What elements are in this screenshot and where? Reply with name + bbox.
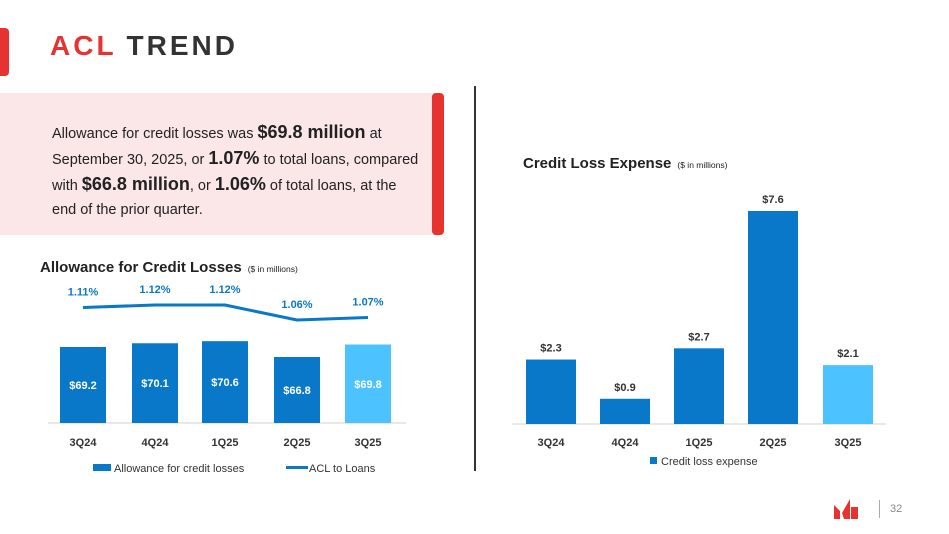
cle-legend-label: Credit loss expense: [661, 456, 758, 468]
summary-part-3: to total loans, compared with: [52, 152, 419, 194]
summary-box: [0, 93, 440, 235]
summary-text: Allowance for credit losses was $69.8 mi…: [52, 120, 422, 222]
acl-x-tick-2Q25: 2Q25: [284, 437, 311, 449]
title-accent-word: ACL: [50, 30, 117, 61]
acl-ratio-label-1Q25: 1.12%: [209, 284, 240, 296]
summary-value-2: 1.07%: [208, 148, 260, 168]
acl-bar-2Q25: [274, 357, 320, 423]
cle-bar-label-4Q24: $0.9: [614, 382, 635, 394]
cle-bar-1Q25: [674, 348, 724, 424]
acl-bar-3Q25: [345, 344, 391, 423]
title-accent-bar: [0, 28, 9, 76]
summary-part-2: at September 30, 2025, or: [52, 126, 382, 168]
cle-bar-label-2Q25: $7.6: [762, 194, 783, 206]
summary-part-4: , or: [189, 178, 215, 194]
acl-bar-label-4Q24: $70.1: [141, 378, 169, 390]
cle-bar-2Q25: [748, 211, 798, 424]
acl-bar-label-3Q25: $69.8: [354, 379, 382, 391]
cle-x-tick-3Q24: 3Q24: [538, 437, 566, 449]
slide-title: ACL TREND: [50, 30, 238, 62]
logo-separator: [879, 500, 880, 518]
title-main-word: TREND: [126, 30, 238, 61]
summary-part-1: Allowance for credit losses was: [52, 126, 258, 142]
cle-bar-4Q24: [600, 398, 650, 424]
acl-bar-1Q25: [202, 341, 248, 423]
acl-bar-label-1Q25: $70.6: [211, 377, 239, 389]
cle-bar-label-1Q25: $2.7: [688, 331, 709, 343]
cle-bar-label-3Q24: $2.3: [540, 343, 561, 355]
acl-x-tick-4Q24: 4Q24: [142, 437, 170, 449]
cle-bar-3Q25: [823, 365, 873, 424]
company-logo-icon: [834, 499, 858, 519]
acl-bar-label-2Q25: $66.8: [283, 385, 311, 397]
column-divider: [474, 86, 476, 471]
summary-value-4: 1.06%: [214, 174, 266, 194]
cle-chart-title: Credit Loss Expense ($ in millions): [523, 155, 727, 172]
cle-x-tick-2Q25: 2Q25: [760, 437, 787, 449]
acl-to-loans-line: [82, 303, 369, 322]
acl-bar-4Q24: [132, 343, 178, 423]
summary-accent-edge: [432, 93, 444, 235]
cle-bar-label-3Q25: $2.1: [837, 348, 858, 360]
cle-legend-swatch: [650, 457, 657, 464]
page-number: 32: [890, 503, 903, 515]
acl-legend-line-swatch: [286, 466, 308, 469]
cle-bar-3Q24: [526, 359, 576, 424]
acl-legend-line-label: ACL to Loans: [309, 463, 376, 475]
cle-x-tick-1Q25: 1Q25: [686, 437, 713, 449]
acl-x-tick-3Q25: 3Q25: [355, 437, 382, 449]
cle-chart-unit-note: ($ in millions): [677, 160, 728, 170]
summary-value-3: $66.8 million: [81, 174, 190, 194]
acl-bar-label-3Q24: $69.2: [69, 380, 97, 392]
cle-x-tick-4Q24: 4Q24: [612, 437, 640, 449]
acl-x-tick-3Q24: 3Q24: [70, 437, 98, 449]
summary-value-1: $69.8 million: [257, 122, 366, 142]
summary-part-5: of total loans, at the end of the prior …: [52, 178, 397, 218]
acl-chart-title-text: Allowance for Credit Losses: [40, 259, 242, 276]
acl-legend-bar-label: Allowance for credit losses: [114, 463, 245, 475]
acl-chart-title: Allowance for Credit Losses ($ in million…: [40, 259, 298, 276]
acl-ratio-label-3Q24: 1.11%: [68, 287, 99, 299]
acl-ratio-label-2Q25: 1.06%: [281, 299, 312, 311]
acl-ratio-label-4Q24: 1.12%: [139, 284, 170, 296]
cle-x-tick-3Q25: 3Q25: [835, 437, 862, 449]
acl-chart-unit-note: ($ in millions): [247, 264, 298, 274]
acl-bar-3Q24: [60, 347, 106, 423]
acl-x-tick-1Q25: 1Q25: [212, 437, 239, 449]
cle-chart-title-text: Credit Loss Expense: [523, 155, 672, 172]
acl-ratio-label-3Q25: 1.07%: [352, 297, 383, 309]
acl-legend-bar-swatch: [93, 464, 111, 471]
